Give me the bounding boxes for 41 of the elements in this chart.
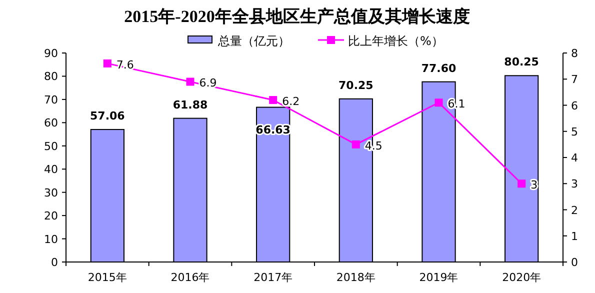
- data-label: 6.2: [282, 95, 300, 108]
- y-tick-label: 0: [51, 256, 58, 269]
- y2-tick-label: 1: [571, 230, 578, 243]
- data-label: 61.88: [172, 98, 208, 112]
- x-tick-label: 2019年: [419, 271, 458, 284]
- y2-tick-label: 8: [571, 47, 578, 60]
- data-label: 70.25: [338, 78, 374, 92]
- y-tick-label: 10: [44, 232, 58, 246]
- y-tick-label: 40: [44, 163, 58, 176]
- legend-label: 比上年增长（%）: [348, 34, 444, 48]
- x-tick-label: 2018年: [336, 271, 376, 284]
- data-label: 3: [530, 178, 538, 192]
- y2-tick-label: 6: [571, 99, 578, 112]
- x-tick-label: 2016年: [170, 271, 210, 284]
- point: [186, 78, 194, 86]
- y-tick-label: 70: [44, 93, 58, 106]
- x-tick-label: 2017年: [254, 271, 293, 284]
- y-tick-label: 20: [44, 210, 58, 223]
- y2-tick-label: 4: [571, 152, 578, 164]
- point: [103, 59, 112, 68]
- point: [518, 180, 526, 188]
- y-tick-label: 50: [44, 140, 58, 153]
- y2-tick-label: 7: [571, 73, 578, 86]
- chart-title: 2015年-2020年全县地区生产总值及其增长速度: [124, 7, 470, 26]
- x-tick-label: 2020年: [502, 271, 542, 284]
- data-label: 80.25: [504, 56, 539, 69]
- data-label: 77.60: [421, 62, 456, 75]
- y-tick-label: 80: [44, 70, 58, 84]
- y-tick-label: 60: [44, 116, 58, 130]
- legend-label: 总量（亿元）: [217, 34, 290, 48]
- y2-tick-label: 3: [571, 178, 578, 191]
- y-tick-label: 90: [44, 47, 58, 60]
- y-tick-label: 30: [44, 186, 58, 200]
- x-tick-label: 2015年: [88, 271, 127, 284]
- y2-tick-label: 5: [571, 125, 578, 138]
- data-label: 57.06: [90, 109, 126, 122]
- y2-tick-label: 2: [571, 204, 578, 217]
- y2-tick-label: 0: [571, 256, 578, 269]
- point: [269, 96, 278, 104]
- point: [352, 140, 360, 148]
- point: [434, 98, 443, 107]
